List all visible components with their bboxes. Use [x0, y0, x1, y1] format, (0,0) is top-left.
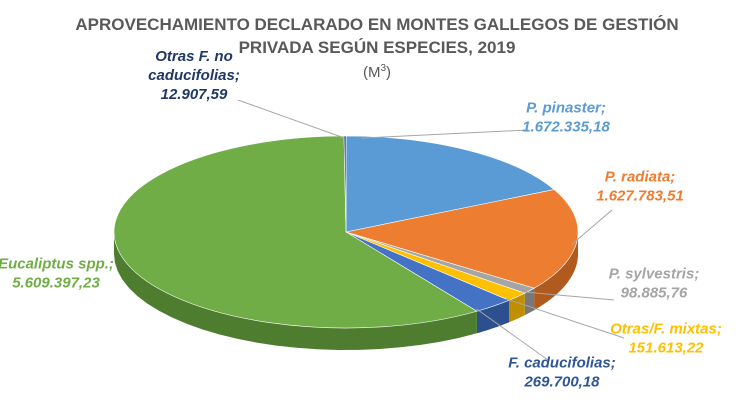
slice-label-1: P. radiata; 1.627.783,51 [596, 169, 684, 205]
slice-value-1: 1.627.783,51 [596, 188, 684, 205]
pie-side-5 [114, 232, 477, 350]
slice-value-3: 151.613,22 [628, 340, 704, 357]
chart-title-line-2: PRIVADA SEGÚN ESPECIES, 2019 [239, 38, 516, 57]
leader-line-3 [505, 298, 625, 339]
slice-name-6: Otras F. no [155, 48, 233, 65]
pie-slice-5 [113, 135, 478, 329]
slice-label-6: Otras F. no caducifolias; 12.907,59 [148, 48, 240, 103]
slice-label-3: Otras/F. mixtas; 151.613,22 [610, 321, 722, 357]
slice-name-2: P. sylvestris; [609, 266, 700, 283]
slice-label-0: P. pinaster; 1.672.335,18 [522, 100, 610, 136]
slice-name-6: caducifolias; [148, 67, 240, 84]
chart-title-line-1: APROVECHAMIENTO DECLARADO EN MONTES GALL… [75, 15, 678, 34]
slice-name-5: Eucaliptus spp.; [0, 256, 114, 273]
slice-label-4: F. caducifolias; 269.700,18 [508, 355, 616, 391]
slice-name-1: P. radiata; [605, 169, 676, 186]
pie-slice-6 [343, 135, 347, 233]
slice-labels: P. pinaster; 1.672.335,18 P. radiata; 1.627… [0, 48, 722, 391]
slice-name-4: F. caducifolias; [508, 355, 616, 372]
slice-label-2: P. sylvestris; 98.885,76 [609, 266, 700, 302]
slice-value-5: 5.609.397,23 [12, 275, 100, 292]
slice-name-3: Otras/F. mixtas; [610, 321, 722, 338]
leader-line-1 [570, 209, 613, 246]
slice-value-0: 1.672.335,18 [522, 119, 610, 136]
leader-line-6 [237, 99, 345, 139]
pie-top-slices [113, 135, 579, 329]
slice-value-4: 269.700,18 [523, 374, 600, 391]
slice-label-5: Eucaliptus spp.; 5.609.397,23 [0, 256, 114, 292]
pie-slice-0 [345, 135, 555, 233]
pie-side-walls [114, 232, 578, 350]
pie-side-2 [524, 288, 535, 316]
pie-side-4 [476, 300, 509, 334]
slice-value-2: 98.885,76 [621, 285, 688, 302]
slice-name-0: P. pinaster; [526, 100, 606, 117]
leader-line-4 [476, 308, 549, 361]
pie-side-1 [534, 232, 578, 311]
leader-line-0 [361, 129, 529, 139]
leader-lines [237, 99, 625, 361]
slice-value-6: 12.907,59 [161, 86, 228, 103]
leader-line-2 [521, 291, 615, 301]
pie-side-3 [508, 293, 525, 323]
chart-unit: (M3) [363, 63, 391, 81]
